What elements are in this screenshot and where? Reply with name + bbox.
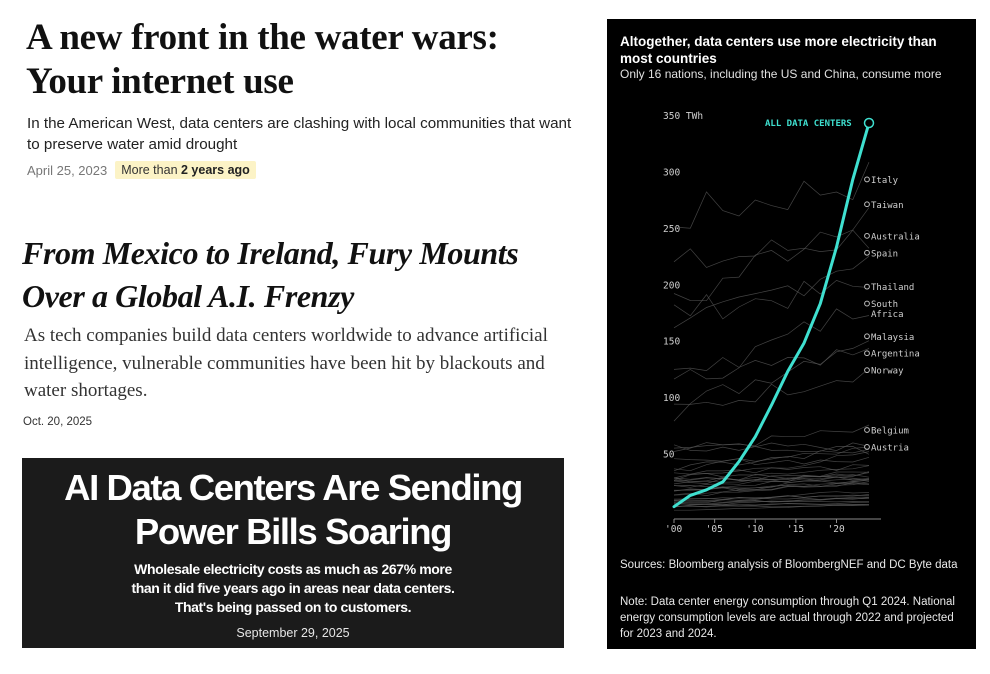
x-tick-label: '10 (746, 524, 763, 535)
country-label: South (871, 300, 898, 310)
country-label: Italy (871, 176, 899, 186)
article2-headline[interactable]: From Mexico to Ireland, Fury Mounts Over… (22, 232, 582, 318)
y-tick-label-300: 300 (663, 167, 680, 178)
article1-badge-bold: 2 years ago (181, 163, 250, 177)
all-data-centers-label: ALL DATA CENTERS (765, 119, 852, 129)
article1-dek: In the American West, data centers are c… (27, 115, 572, 153)
chart-subtitle: Only 16 nations, including the US and Ch… (620, 67, 942, 81)
article1-date: April 25, 2023 (27, 162, 108, 178)
country-line (673, 424, 870, 452)
country-label: Norway (871, 367, 904, 377)
country-line (673, 448, 870, 472)
country-line (673, 444, 870, 455)
article1-headline-line2: Your internet use (26, 61, 294, 102)
y-tick-label-250: 250 (663, 224, 680, 235)
article3-banner[interactable]: AI Data Centers Are Sending Power Bills … (22, 458, 564, 648)
country-line (673, 500, 870, 503)
article3-headline[interactable]: AI Data Centers Are Sending Power Bills … (22, 466, 564, 554)
country-line (673, 471, 870, 488)
y-tick-label-50: 50 (663, 450, 675, 461)
country-marker (864, 201, 870, 208)
country-marker (864, 367, 870, 374)
country-line (673, 368, 870, 406)
article1-headline[interactable]: A new front in the water wars: Your inte… (26, 16, 586, 104)
electricity-chart: 50 100 150 200 250 300 350 TWh '00 '05 '10 '15 '20 I… (663, 111, 920, 535)
country-marker (864, 350, 870, 357)
all-data-centers-endpoint (863, 117, 875, 129)
article2-date: Oct. 20, 2025 (23, 416, 93, 428)
x-tick-label: '20 (828, 524, 845, 535)
country-line (673, 446, 870, 472)
country-marker (864, 176, 870, 183)
country-line (673, 456, 870, 466)
article3-headline-line2: Power Bills Soaring (134, 511, 453, 552)
all-data-centers-line (672, 121, 871, 509)
article1-badge-prefix: More than (121, 163, 178, 177)
country-line (673, 476, 870, 481)
country-line (673, 496, 870, 508)
country-line (673, 502, 870, 507)
country-line (674, 504, 870, 511)
country-line (673, 474, 870, 483)
country-line (673, 442, 870, 451)
y-tick-label-200: 200 (663, 280, 680, 291)
article3-date: September 29, 2025 (236, 626, 350, 640)
country-line (673, 280, 870, 320)
country-marker (864, 427, 870, 433)
article1-headline-line1: A new front in the water wars: (26, 17, 499, 58)
article3-dek: Wholesale electricity costs as much as 2… (22, 560, 564, 617)
country-label: Africa (871, 310, 904, 320)
country-line (673, 207, 870, 302)
article2-dek: As tech companies build data centers wor… (24, 325, 548, 401)
article1-age-badge: More than 2 years ago (115, 161, 256, 179)
country-label: Taiwan (871, 201, 904, 211)
article2-headline-line2: Over a Global A.I. Frenzy (22, 278, 354, 314)
x-tick-label: '05 (706, 524, 723, 535)
chart-title: Altogether, data centers use more electr… (620, 34, 937, 66)
y-tick-label-150: 150 (663, 337, 680, 348)
country-label: Malaysia (871, 333, 914, 343)
country-marker (864, 232, 870, 239)
country-line (673, 464, 870, 475)
chart-sources: Sources: Bloomberg analysis of Bloomberg… (620, 559, 958, 571)
x-tick-label: '15 (787, 524, 804, 535)
country-line (673, 348, 870, 371)
country-line (673, 161, 870, 229)
article3-dek-line3: That's being passed on to customers. (174, 599, 412, 615)
country-line (673, 308, 870, 380)
country-marker (864, 300, 870, 307)
country-label: Australia (871, 232, 920, 242)
article3-headline-line1: AI Data Centers Are Sending (64, 467, 523, 508)
chart-note: Note: Data center energy consumption thr… (620, 596, 955, 640)
country-label: Austria (871, 443, 909, 453)
country-line (673, 255, 870, 329)
country-marker (864, 444, 870, 450)
article2-headline-line1: From Mexico to Ireland, Fury Mounts (22, 235, 519, 271)
country-line (673, 481, 870, 496)
article3-dek-line2: than it did five years ago in areas near… (131, 580, 455, 596)
country-marker (864, 249, 870, 256)
country-line (673, 471, 870, 484)
chart-panel: Altogether, data centers use more electr… (607, 19, 976, 649)
article3-dek-line1: Wholesale electricity costs as much as 2… (134, 561, 452, 577)
y-tick-label-100: 100 (663, 393, 680, 404)
country-label: Belgium (871, 426, 909, 436)
country-line (673, 497, 869, 500)
country-line (673, 340, 870, 422)
article1-meta: April 25, 2023 More than 2 years ago (27, 161, 256, 179)
country-label: Spain (871, 249, 898, 259)
country-label: Thailand (871, 283, 914, 293)
country-line (673, 465, 870, 479)
y-unit-label: 350 TWh (663, 111, 703, 122)
country-label: Argentina (871, 350, 920, 360)
x-tick-label: '00 (665, 524, 682, 535)
country-marker (864, 333, 870, 340)
country-marker (864, 283, 870, 290)
country-line (673, 472, 870, 481)
country-line (673, 504, 870, 508)
